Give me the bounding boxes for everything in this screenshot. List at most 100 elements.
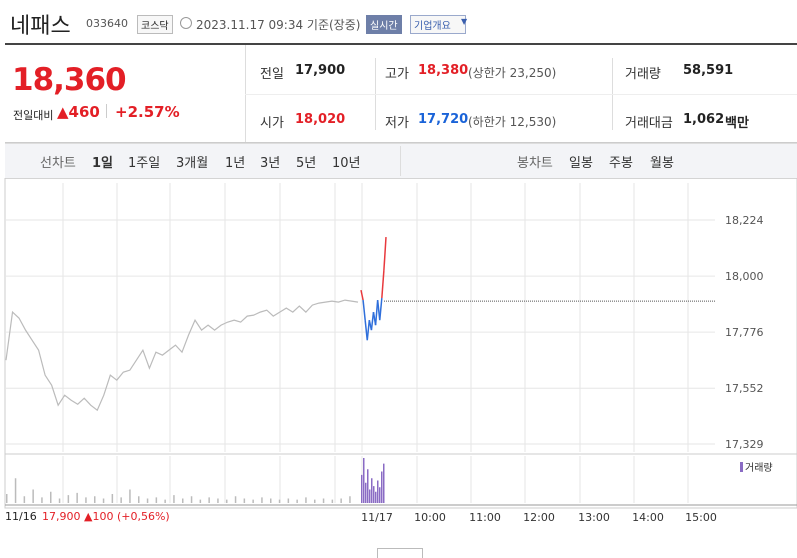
volume-bar xyxy=(23,496,26,503)
volume-bar xyxy=(305,497,307,503)
volume-bar xyxy=(369,489,371,503)
stat-value: 58,591 xyxy=(683,63,734,78)
volume-bar xyxy=(146,498,149,503)
change-label: 전일대비 xyxy=(13,109,54,122)
volume-bar xyxy=(375,491,377,503)
stat-value: 18,020 xyxy=(295,112,346,127)
volume-bar xyxy=(379,487,381,503)
plot-frame xyxy=(4,178,797,509)
volume-bar xyxy=(363,458,365,503)
period-tab[interactable]: 1일 xyxy=(92,156,114,171)
stat-label: 거래량 xyxy=(625,67,661,82)
y-tick-label: 17,329 xyxy=(725,438,764,451)
stat-note: (상한가 23,250) xyxy=(468,66,557,80)
volume-bar xyxy=(129,489,131,503)
timestamp: 2023.11.17 09:34 기준(장중) xyxy=(196,18,361,32)
divider xyxy=(245,45,246,142)
change: ▲460 xyxy=(57,103,100,121)
volume-bar xyxy=(243,498,246,503)
volume-bar xyxy=(41,497,43,503)
volume-bar xyxy=(371,478,373,503)
candle-tab[interactable]: 주봉 xyxy=(609,156,633,171)
period-tab[interactable]: 10년 xyxy=(332,156,361,171)
stat-note: (하한가 12,530) xyxy=(468,115,557,129)
volume-bar xyxy=(102,498,105,503)
volume-bar xyxy=(6,494,8,503)
period-tab[interactable]: 3개월 xyxy=(176,156,209,171)
volume-bar xyxy=(76,492,78,503)
volume-bar xyxy=(173,495,175,503)
volume-bar xyxy=(261,497,263,503)
today-line-segment xyxy=(383,237,387,271)
volume-bar xyxy=(217,498,219,503)
volume-bar xyxy=(208,497,210,503)
volume-bar xyxy=(365,482,367,503)
volume-bar xyxy=(111,494,114,503)
realtime-badge[interactable]: 실시간 xyxy=(366,15,402,34)
market-badge: 코스닥 xyxy=(137,15,173,34)
volume-bar xyxy=(331,499,334,503)
divider xyxy=(245,94,797,95)
divider xyxy=(400,146,401,176)
footer-date: 11/16 xyxy=(5,510,37,523)
volume-bar xyxy=(340,498,342,503)
volume-bar xyxy=(155,497,158,503)
volume-bar xyxy=(120,497,122,503)
stat-label: 시가 xyxy=(260,116,284,131)
stat-label: 고가 xyxy=(385,67,409,82)
volume-legend: 거래량 xyxy=(745,462,773,474)
y-tick-label: 17,552 xyxy=(725,382,764,395)
volume-bar xyxy=(85,497,87,503)
change-pct: +2.57% xyxy=(115,103,180,121)
volume-bar xyxy=(361,474,363,503)
stat-label: 전일 xyxy=(260,67,284,82)
volume-bar xyxy=(252,499,254,503)
stat-label: 거래대금 xyxy=(625,116,673,131)
volume-bar xyxy=(296,499,298,503)
tab-label: 선차트 xyxy=(40,156,76,171)
tab-bar xyxy=(5,143,797,179)
divider xyxy=(106,104,107,118)
dropdown-arrow: ▼ xyxy=(461,17,468,26)
volume-bar xyxy=(32,489,34,503)
header-rule xyxy=(5,43,797,45)
today-line-segment xyxy=(370,312,375,331)
period-tab[interactable]: 1주일 xyxy=(128,156,161,171)
period-tab[interactable]: 3년 xyxy=(260,156,281,171)
x-tick-label: 10:00 xyxy=(414,511,446,524)
chart: 18,224 18,000 17,776 17,552 17,329 11/17 10:00… xyxy=(4,178,797,524)
x-tick-label: 11:00 xyxy=(469,511,501,524)
clock-icon xyxy=(180,17,192,29)
volume-legend-swatch xyxy=(740,462,743,472)
stat-value: 17,720 xyxy=(418,112,469,127)
volume-bar xyxy=(226,499,228,503)
y-tick-label: 18,224 xyxy=(725,214,764,227)
candle-tab[interactable]: 월봉 xyxy=(650,156,674,171)
period-tab[interactable]: 5년 xyxy=(296,156,317,171)
today-line-segment xyxy=(374,300,379,326)
stock-name: 네패스 xyxy=(10,14,71,39)
today-line-segment xyxy=(360,289,364,301)
y-tick-label: 18,000 xyxy=(725,270,764,283)
volume-bar xyxy=(190,496,193,503)
volume-bar xyxy=(270,498,272,503)
volume-bar xyxy=(367,469,369,503)
company-menu[interactable]: 기업개요 xyxy=(410,15,466,34)
stat-unit: 백만 xyxy=(725,116,749,131)
stat-value: 17,900 xyxy=(295,63,346,78)
volume-bar xyxy=(182,498,184,503)
volume-bar xyxy=(377,480,379,503)
current-price: 18,360 xyxy=(12,62,127,98)
period-tab[interactable]: 1년 xyxy=(225,156,246,171)
x-tick-label: 14:00 xyxy=(632,511,664,524)
prev-day-line xyxy=(5,299,359,412)
today-line-segment xyxy=(379,298,383,321)
volume-bar xyxy=(94,496,96,503)
summary-box xyxy=(5,45,797,143)
stat-value: 18,380 xyxy=(418,63,469,78)
expand-button[interactable] xyxy=(377,548,423,558)
y-tick-label: 17,776 xyxy=(725,326,764,339)
volume-bar xyxy=(199,499,202,503)
candle-tab[interactable]: 일봉 xyxy=(569,156,593,171)
volume-bar xyxy=(164,499,166,503)
